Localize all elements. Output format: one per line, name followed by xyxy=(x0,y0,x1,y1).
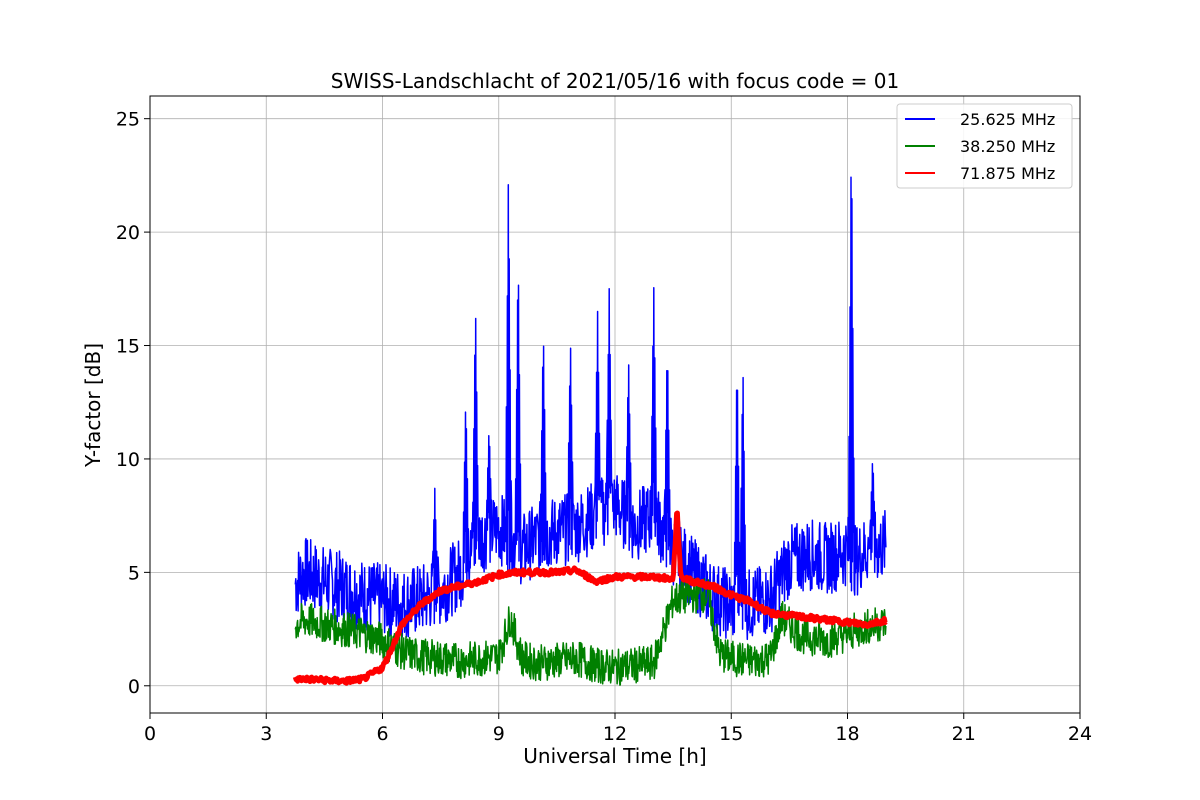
legend-label: 71.875 MHz xyxy=(960,164,1055,183)
x-axis: 0 3 6 9 12 15 18 21 24 xyxy=(144,713,1092,745)
y-tick-label: 5 xyxy=(128,562,140,584)
x-tick-label: 12 xyxy=(603,723,627,745)
y-tick-label: 25 xyxy=(116,109,140,131)
y-axis: 0 5 10 15 20 25 xyxy=(116,109,150,698)
x-tick-label: 9 xyxy=(493,723,505,745)
legend-box xyxy=(896,103,1073,189)
x-tick-label: 24 xyxy=(1068,723,1092,745)
plot-area xyxy=(292,176,888,686)
series-line-3 xyxy=(292,510,888,686)
y-tick-label: 15 xyxy=(116,336,140,358)
x-tick-label: 3 xyxy=(260,723,272,745)
chart-title: SWISS-Landschlacht of 2021/05/16 with fo… xyxy=(331,69,899,93)
y-tick-label: 0 xyxy=(128,676,140,698)
x-tick-label: 0 xyxy=(144,723,156,745)
x-tick-label: 6 xyxy=(376,723,388,745)
x-tick-label: 15 xyxy=(719,723,743,745)
series-line-1 xyxy=(294,176,887,641)
y-axis-label: Y-factor [dB] xyxy=(81,343,105,468)
x-tick-label: 18 xyxy=(835,723,859,745)
legend-label: 25.625 MHz xyxy=(960,110,1055,129)
y-tick-label: 10 xyxy=(116,449,140,471)
legend-label: 38.250 MHz xyxy=(960,137,1055,156)
legend: 25.625 MHz 38.250 MHz 71.875 MHz xyxy=(896,103,1073,189)
y-tick-label: 20 xyxy=(116,222,140,244)
x-tick-label: 21 xyxy=(952,723,976,745)
x-axis-label: Universal Time [h] xyxy=(523,744,706,768)
